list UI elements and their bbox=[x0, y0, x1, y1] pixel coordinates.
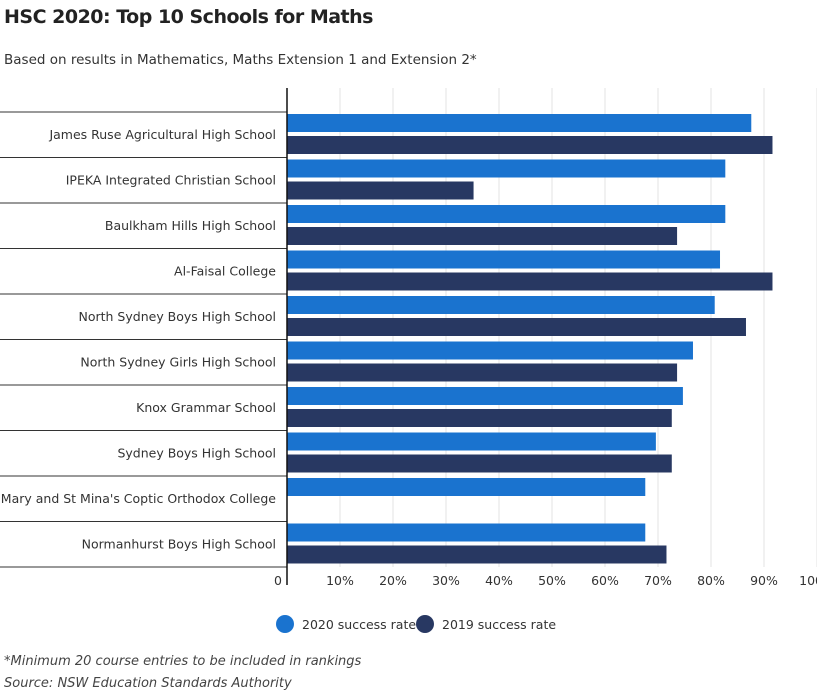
bar-2020 bbox=[287, 205, 726, 223]
bar-2019 bbox=[287, 136, 773, 154]
bar-2019 bbox=[287, 318, 746, 336]
x-tick-label: 60% bbox=[591, 573, 619, 588]
x-tick-label: 50% bbox=[538, 573, 566, 588]
bar-2020 bbox=[287, 341, 693, 360]
x-tick-label: 90% bbox=[750, 573, 778, 588]
category-label: North Sydney Boys High School bbox=[79, 309, 277, 324]
bar-2020 bbox=[287, 250, 721, 269]
legend-item-2019[interactable]: 2019 success rate bbox=[416, 615, 556, 633]
legend-label-2019: 2019 success rate bbox=[442, 616, 557, 632]
category-label: IPEKA Integrated Christian School bbox=[66, 173, 276, 188]
bar-2020 bbox=[287, 159, 726, 178]
legend-swatch-2019 bbox=[416, 615, 434, 633]
category-label: Sydney Boys High School bbox=[117, 446, 276, 461]
x-tick-label: 80% bbox=[697, 573, 725, 588]
x-tick-label: 40% bbox=[485, 573, 513, 588]
bar-2020 bbox=[287, 523, 646, 542]
legend-label-2020: 2020 success rate bbox=[302, 616, 417, 632]
bar-2019 bbox=[287, 545, 667, 564]
source-note: Source: NSW Education Standards Authorit… bbox=[4, 676, 292, 691]
category-label: Baulkham Hills High School bbox=[105, 218, 276, 233]
bar-2019 bbox=[287, 454, 672, 473]
x-tick-label: 20% bbox=[379, 573, 407, 588]
chart-subtitle: Based on results in Mathematics, Maths E… bbox=[4, 52, 477, 68]
bar-2020 bbox=[287, 296, 715, 314]
legend-item-2020[interactable]: 2020 success rate bbox=[276, 615, 416, 633]
bar-2020 bbox=[287, 432, 656, 451]
category-label: James Ruse Agricultural High School bbox=[48, 127, 276, 142]
legend-swatch-2020 bbox=[276, 615, 294, 633]
x-tick-label: 10% bbox=[326, 573, 354, 588]
bar-2020 bbox=[287, 387, 683, 405]
bar-2020 bbox=[287, 478, 646, 496]
category-label: Knox Grammar School bbox=[136, 400, 276, 415]
bar-2019 bbox=[287, 227, 678, 245]
category-label: Al-Faisal College bbox=[174, 264, 276, 279]
category-label: St Mary and St Mina's Coptic Orthodox Co… bbox=[0, 491, 276, 506]
bar-2019 bbox=[287, 409, 672, 427]
chart-title: HSC 2020: Top 10 Schools for Maths bbox=[4, 6, 373, 28]
legend: 2020 success rate 2019 success rate bbox=[0, 615, 817, 637]
x-tick-label: 70% bbox=[644, 573, 672, 588]
x-tick-label: 0 bbox=[274, 573, 282, 588]
bar-chart: James Ruse Agricultural High School IPEKA… bbox=[0, 88, 817, 588]
bar-2019 bbox=[287, 272, 773, 291]
category-label: North Sydney Girls High School bbox=[80, 355, 276, 370]
footnote: *Minimum 20 course entries to be include… bbox=[4, 654, 362, 669]
x-tick-label: 100% bbox=[799, 573, 817, 588]
category-label: Normanhurst Boys High School bbox=[82, 537, 276, 552]
x-tick-label: 30% bbox=[432, 573, 460, 588]
bar-2019 bbox=[287, 181, 474, 200]
bar-2020 bbox=[287, 114, 752, 132]
bar-2019 bbox=[287, 363, 678, 382]
